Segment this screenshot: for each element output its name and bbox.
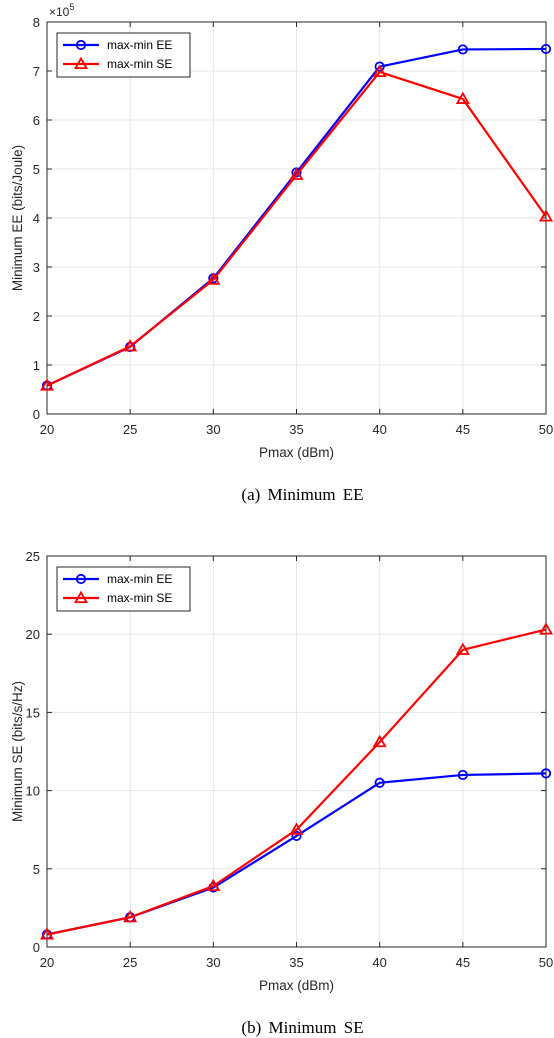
legend-label: max-min SE bbox=[107, 591, 172, 605]
x-tick-label: 40 bbox=[372, 422, 386, 437]
data-point bbox=[123, 339, 138, 352]
x-tick-label: 35 bbox=[289, 955, 303, 970]
x-tick-label: 30 bbox=[206, 422, 220, 437]
y-exponent-label: ×105 bbox=[49, 2, 74, 19]
y-tick-label: 4 bbox=[33, 211, 40, 226]
data-point bbox=[291, 830, 302, 842]
data-point bbox=[374, 777, 385, 788]
series-max-min-se bbox=[39, 622, 554, 940]
y-tick-label: 6 bbox=[33, 113, 40, 128]
y-axis-label: Minimum EE (bits/Joule) bbox=[10, 145, 25, 291]
x-tick-label: 25 bbox=[123, 422, 137, 437]
y-tick-label: 20 bbox=[26, 627, 40, 642]
y-tick-label: 15 bbox=[26, 705, 40, 720]
data-point bbox=[455, 642, 470, 655]
data-point bbox=[538, 622, 554, 635]
data-point bbox=[372, 64, 387, 78]
y-tick-label: 10 bbox=[26, 784, 40, 799]
y-tick-label: 8 bbox=[33, 15, 40, 30]
data-point bbox=[538, 209, 554, 222]
x-tick-label: 35 bbox=[289, 422, 303, 437]
y-tick-label: 25 bbox=[26, 549, 40, 564]
data-point bbox=[206, 878, 221, 892]
data-point bbox=[372, 734, 387, 748]
x-tick-label: 45 bbox=[456, 422, 470, 437]
x-axis-label: Pmax (dBm) bbox=[259, 978, 334, 993]
legend-label: max-min EE bbox=[107, 572, 172, 586]
y-tick-label: 7 bbox=[33, 64, 40, 79]
x-tick-label: 45 bbox=[456, 955, 470, 970]
y-tick-label: 3 bbox=[33, 260, 40, 275]
legend: max-min EE max-min SE bbox=[56, 566, 191, 612]
data-point bbox=[289, 822, 304, 835]
data-point bbox=[540, 43, 552, 55]
figure-caption: (a) Minimum EE bbox=[241, 485, 363, 504]
data-point bbox=[540, 768, 552, 779]
x-tick-label: 20 bbox=[40, 422, 54, 437]
y-axis-label: Minimum SE (bits/s/Hz) bbox=[10, 681, 25, 822]
x-tick-label: 20 bbox=[40, 955, 54, 970]
series-line bbox=[46, 70, 547, 387]
y-tick-label: 1 bbox=[33, 358, 40, 373]
x-tick-label: 50 bbox=[539, 422, 553, 437]
series-line bbox=[46, 628, 547, 936]
y-tick-label: 2 bbox=[33, 309, 40, 324]
data-point bbox=[123, 909, 138, 923]
y-tick-label: 5 bbox=[33, 862, 40, 877]
data-point bbox=[457, 769, 468, 781]
data-point bbox=[289, 167, 304, 180]
x-tick-label: 30 bbox=[206, 955, 220, 970]
chart-2: 20 25 30 35 40 45 50 0 5 10 15 20 25 Pmax (dBm) Minimu… bbox=[10, 549, 553, 1037]
legend-marker bbox=[73, 590, 89, 604]
y-tick-label: 0 bbox=[33, 940, 40, 955]
series-max-min-se bbox=[39, 64, 554, 391]
data-point bbox=[39, 378, 55, 391]
legend-label: max-min EE bbox=[107, 38, 172, 52]
legend-marker bbox=[75, 39, 87, 51]
data-point bbox=[374, 61, 385, 72]
figure-caption: (b) Minimum SE bbox=[241, 1018, 363, 1037]
data-point bbox=[206, 272, 221, 285]
data-point bbox=[457, 44, 468, 55]
y-tick-label: 0 bbox=[33, 407, 40, 422]
data-point bbox=[455, 91, 470, 104]
legend: max-min EE max-min SE bbox=[56, 32, 191, 78]
legend-marker bbox=[75, 573, 87, 585]
x-tick-label: 50 bbox=[539, 955, 553, 970]
data-point bbox=[39, 927, 55, 940]
y-tick-label: 5 bbox=[33, 162, 40, 177]
x-tick-label: 40 bbox=[372, 955, 386, 970]
x-axis-label: Pmax (dBm) bbox=[259, 445, 334, 460]
legend-marker bbox=[73, 56, 89, 70]
x-tick-label: 25 bbox=[123, 955, 137, 970]
legend-label: max-min SE bbox=[107, 57, 172, 71]
